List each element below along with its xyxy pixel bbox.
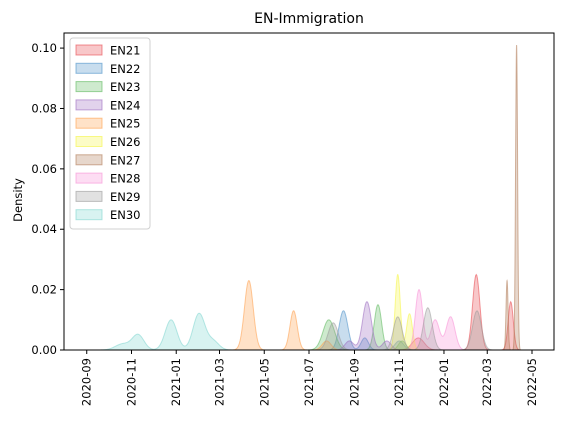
x-tick-label: 2021-11 <box>392 358 406 406</box>
legend-label: EN24 <box>110 98 141 112</box>
legend-label: EN21 <box>110 44 141 58</box>
x-tick-label: 2022-03 <box>480 358 494 406</box>
y-tick-label: 0.00 <box>31 343 57 357</box>
legend-label: EN29 <box>110 190 141 204</box>
plot-frame <box>63 32 555 351</box>
y-axis: 0.00 0.02 0.04 0.06 0.08 0.10 <box>31 41 64 357</box>
legend-label: EN23 <box>110 80 141 94</box>
legend-label: EN22 <box>110 62 141 76</box>
legend-swatch <box>75 117 103 129</box>
legend-swatch <box>75 172 103 184</box>
legend-label: EN30 <box>110 208 141 222</box>
y-tick-label: 0.10 <box>31 41 57 55</box>
legend-swatch <box>75 62 103 74</box>
chart-title: EN-Immigration <box>254 11 364 27</box>
x-tick-label: 2021-01 <box>169 358 183 406</box>
legend-swatch <box>75 99 103 111</box>
y-tick-label: 0.06 <box>31 162 57 176</box>
legend-swatch <box>75 190 103 202</box>
y-tick-label: 0.04 <box>31 222 57 236</box>
legend: EN21 EN22 EN23 EN24 EN25 EN26 EN27 EN28 EN29 EN30 <box>69 37 151 230</box>
legend-swatch <box>75 154 103 166</box>
x-tick-label: 2022-01 <box>437 358 451 406</box>
y-tick-label: 0.02 <box>31 283 57 297</box>
x-tick-label: 2021-05 <box>257 358 271 406</box>
legend-label: EN27 <box>110 153 141 167</box>
series-en29 <box>312 307 496 351</box>
series-layer <box>93 45 522 351</box>
legend-label: EN25 <box>110 117 141 131</box>
series-en22 <box>325 310 417 351</box>
y-tick-label: 0.08 <box>31 101 57 115</box>
x-tick-label: 2022-05 <box>525 358 539 406</box>
legend-label: EN28 <box>110 172 141 186</box>
x-tick-label: 2020-09 <box>80 358 94 406</box>
x-tick-label: 2021-09 <box>347 358 361 406</box>
y-axis-label: Density <box>11 178 25 222</box>
x-tick-label: 2020-11 <box>124 358 138 406</box>
legend-swatch <box>75 209 103 221</box>
series-en30 <box>93 312 237 351</box>
legend-box <box>69 37 151 230</box>
x-tick-label: 2021-07 <box>302 358 316 406</box>
x-axis: 2020-09 2020-11 2021-01 2021-03 2021-05 2021-… <box>80 350 539 406</box>
legend-swatch <box>75 44 103 56</box>
x-tick-label: 2021-03 <box>213 358 227 406</box>
series-en24 <box>331 301 405 351</box>
legend-swatch <box>75 136 103 147</box>
legend-swatch <box>75 81 103 93</box>
series-en28 <box>403 289 469 351</box>
legend-label: EN26 <box>110 135 141 149</box>
